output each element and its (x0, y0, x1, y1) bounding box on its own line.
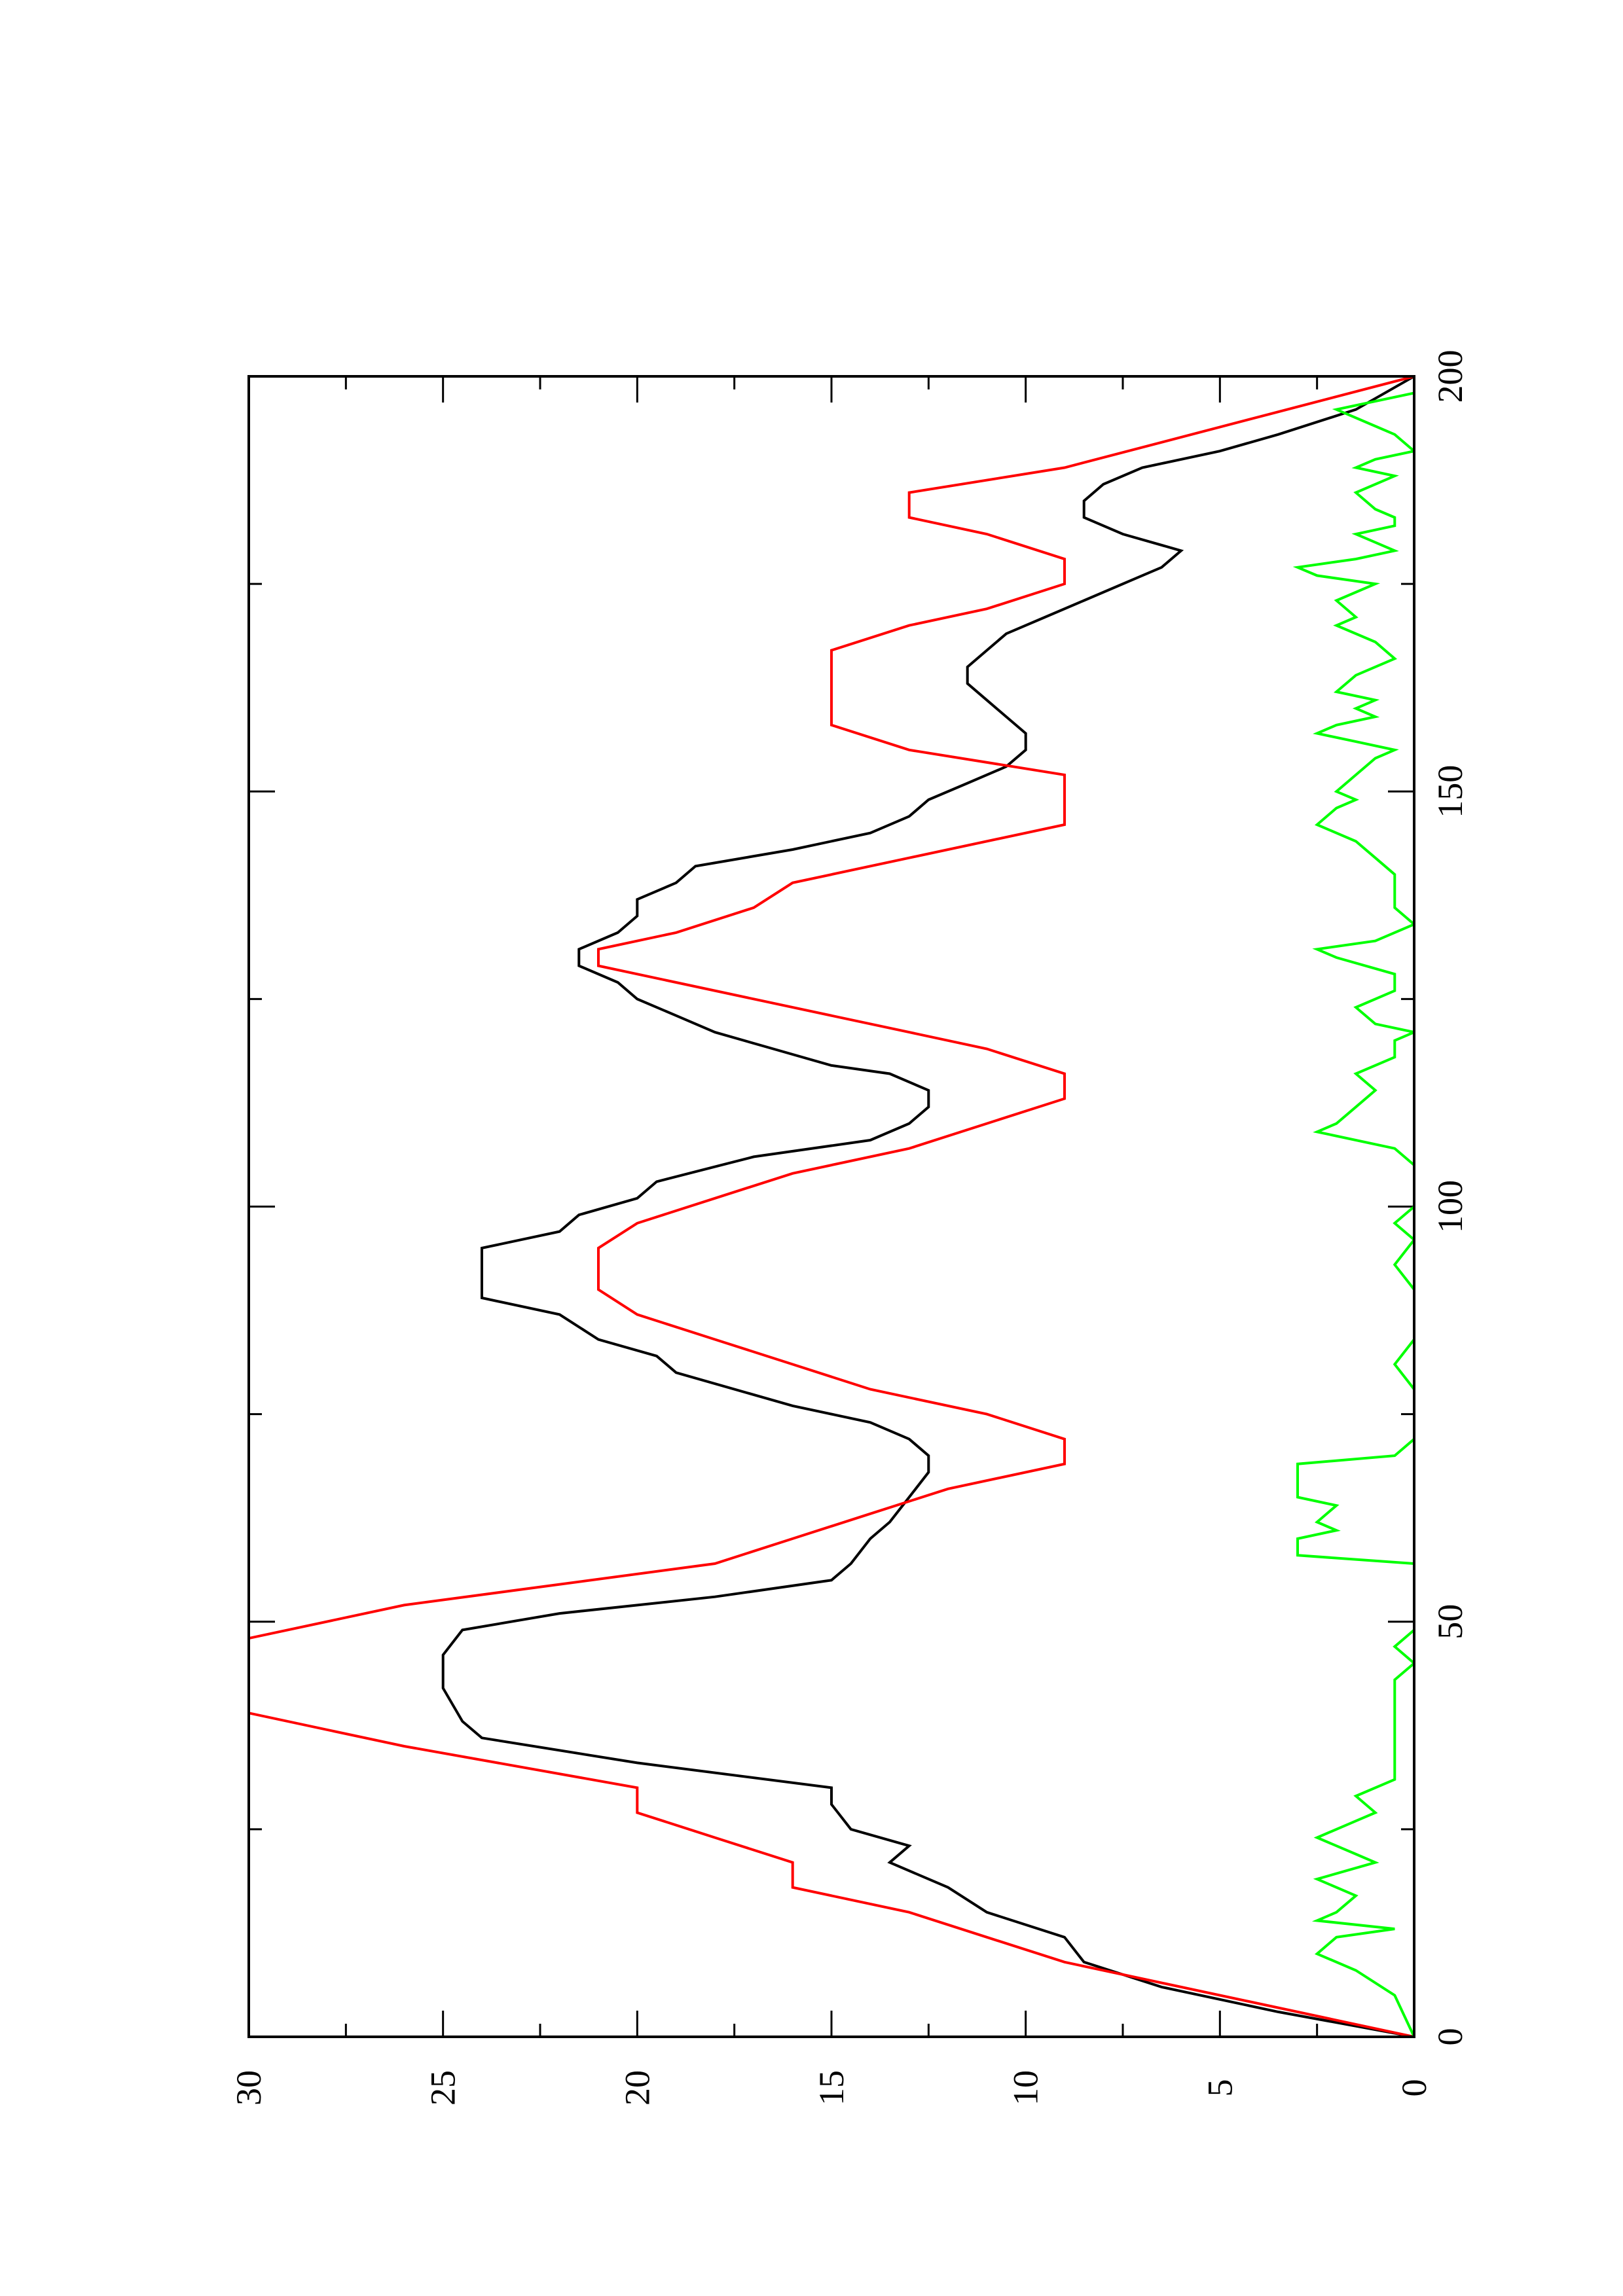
plot-frame (247, 375, 1415, 2038)
y-tick-label: 30 (229, 2070, 268, 2106)
x-tick-label: 50 (1431, 1604, 1470, 1640)
x-tick-label: 150 (1431, 765, 1470, 818)
x-tick-label: 0 (1431, 2028, 1470, 2046)
x-tick-label: 200 (1431, 350, 1470, 403)
y-tick-label: 5 (1200, 2079, 1239, 2097)
y-tick-label: 20 (617, 2070, 657, 2106)
tick-labels: 0 50 100 150 200 0 5 10 15 20 25 30 (229, 350, 1470, 2106)
series-line-green (1292, 376, 1414, 2037)
series-lines (249, 376, 1414, 2037)
y-tick-label: 0 (1395, 2079, 1434, 2097)
series-line-black (441, 376, 1414, 2037)
x-tick-label: 100 (1431, 1180, 1470, 1233)
y-tick-label: 10 (1006, 2070, 1046, 2106)
y-tick-label: 15 (812, 2070, 851, 2106)
series-line-red (249, 376, 1414, 2037)
y-tick-label: 25 (424, 2070, 463, 2106)
